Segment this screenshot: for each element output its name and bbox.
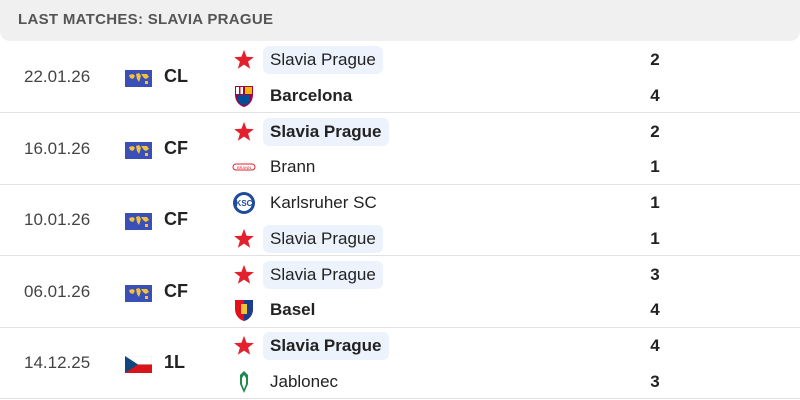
away-score: 4 — [650, 300, 660, 319]
brann-logo-icon: BRANN — [232, 155, 256, 179]
away-team[interactable]: Slavia Prague — [232, 224, 732, 253]
team-name[interactable]: Jablonec — [270, 371, 339, 391]
team-name[interactable]: Slavia Prague — [263, 224, 383, 253]
away-team[interactable]: BRANN Brann — [232, 153, 732, 181]
competition-label: CL — [164, 66, 188, 86]
away-score: 4 — [650, 85, 660, 105]
away-score: 1 — [650, 157, 660, 176]
world-map-icon — [125, 70, 152, 87]
competition-label: CF — [164, 209, 188, 229]
home-score: 3 — [650, 264, 660, 284]
basel-crest-icon — [232, 298, 256, 322]
competition-label: 1L — [164, 352, 186, 372]
ksc-crest-icon: KSC — [232, 191, 256, 215]
away-team[interactable]: Barcelona — [232, 82, 732, 110]
match-row[interactable]: 10.01.26 CF KSC Karlsruher SC 1 Slavia P… — [0, 185, 800, 256]
match-date: 06.01.26 — [24, 281, 91, 301]
czech-flag-icon — [124, 355, 153, 373]
section-header: LAST MATCHES: SLAVIA PRAGUE — [0, 0, 800, 41]
team-name[interactable]: Slavia Prague — [263, 117, 389, 146]
away-team[interactable]: Basel — [232, 296, 732, 324]
match-row[interactable]: 22.01.26 CL Slavia Prague 2 Barcelona 4 — [0, 42, 800, 113]
world-map-icon — [125, 284, 152, 302]
match-date: 10.01.26 — [24, 210, 91, 229]
home-team[interactable]: Slavia Prague — [232, 117, 732, 146]
team-name[interactable]: Brann — [270, 157, 316, 176]
world-map-icon — [125, 213, 152, 230]
competition-label: CF — [164, 137, 188, 158]
slavia-star-icon — [232, 227, 256, 251]
match-row[interactable]: 16.01.26 CF Slavia Prague 2 BRANN Brann … — [0, 114, 800, 185]
svg-text:KSC: KSC — [236, 199, 253, 208]
home-score: 1 — [650, 193, 660, 212]
match-row[interactable]: 14.12.25 1L Slavia Prague 4 Jablonec 3 — [0, 328, 800, 399]
slavia-star-icon — [232, 334, 256, 358]
team-name[interactable]: Slavia Prague — [263, 332, 389, 360]
slavia-star-icon — [232, 120, 256, 144]
svg-text:BRANN: BRANN — [237, 165, 251, 170]
home-team[interactable]: Slavia Prague — [232, 332, 732, 360]
team-name[interactable]: Barcelona — [270, 85, 353, 105]
world-map-icon — [125, 141, 152, 159]
team-name[interactable]: Karlsruher SC — [270, 193, 377, 212]
home-score: 4 — [650, 336, 660, 355]
match-date: 16.01.26 — [24, 138, 91, 158]
slavia-star-icon — [232, 263, 256, 287]
team-name[interactable]: Slavia Prague — [263, 46, 383, 74]
competition-label: CF — [164, 280, 188, 301]
team-name[interactable]: Basel — [270, 300, 316, 319]
away-score: 3 — [650, 371, 660, 391]
match-date: 22.01.26 — [24, 67, 91, 86]
team-name[interactable]: Slavia Prague — [263, 260, 383, 289]
jablonec-crest-icon — [232, 370, 256, 394]
home-score: 2 — [650, 50, 660, 69]
section-title: LAST MATCHES: SLAVIA PRAGUE — [18, 11, 274, 28]
home-team[interactable]: Slavia Prague — [232, 46, 732, 74]
match-row[interactable]: 06.01.26 CF Slavia Prague 3 Basel 4 — [0, 257, 800, 328]
home-score: 2 — [650, 121, 660, 141]
barcelona-crest-icon — [232, 84, 256, 108]
slavia-star-icon — [232, 48, 256, 72]
away-team[interactable]: Jablonec — [232, 368, 732, 396]
match-date: 14.12.25 — [24, 353, 91, 372]
home-team[interactable]: KSC Karlsruher SC — [232, 189, 732, 217]
home-team[interactable]: Slavia Prague — [232, 260, 732, 289]
away-score: 1 — [650, 228, 660, 248]
